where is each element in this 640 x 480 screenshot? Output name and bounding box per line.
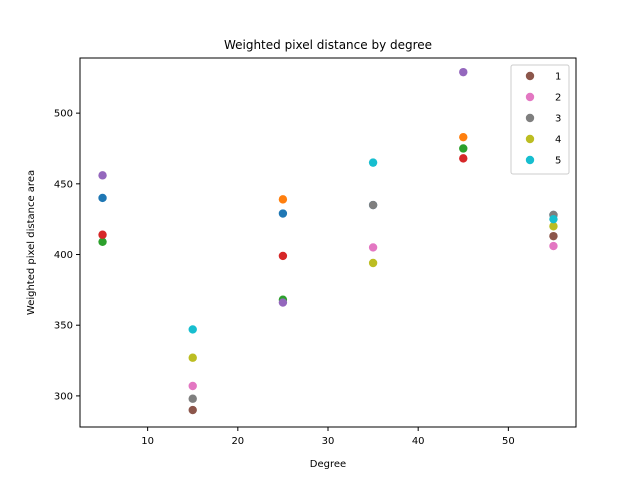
x-tick-label: 50: [502, 436, 515, 447]
data-point: [188, 353, 197, 362]
data-point: [188, 381, 197, 391]
data-point: [459, 132, 468, 142]
data-point: [368, 158, 378, 167]
series-4: [98, 154, 468, 261]
y-tick-label: 300: [54, 391, 73, 402]
data-point: [549, 241, 558, 251]
data-point: [98, 193, 107, 203]
x-axis: 10 20 30 40 50: [141, 427, 515, 447]
y-tick-label: 400: [54, 250, 73, 261]
data-point: [278, 251, 288, 261]
data-point: [549, 231, 558, 241]
data-point: [98, 171, 107, 180]
data-point: [459, 154, 468, 163]
legend-marker: [525, 134, 535, 144]
data-point: [549, 222, 558, 231]
legend-label: 5: [555, 156, 561, 167]
series-6: [188, 231, 558, 415]
series-2: [278, 132, 468, 204]
legend-box: [510, 64, 570, 175]
legend-marker: [525, 92, 535, 102]
x-tick-label: 10: [141, 436, 154, 447]
legend-label: 1: [555, 72, 561, 83]
data-point: [368, 258, 378, 268]
x-tick-label: 40: [412, 436, 425, 447]
data-point: [98, 237, 107, 246]
series-10: [188, 158, 558, 334]
data-point: [459, 144, 468, 153]
data-point: [278, 209, 288, 218]
y-axis: 300 350 400 450 500: [54, 109, 80, 402]
data-point: [549, 214, 558, 224]
y-tick-label: 450: [54, 179, 73, 190]
data-point: [188, 394, 197, 403]
chart-title: Weighted pixel distance by degree: [224, 38, 432, 52]
data-point: [368, 243, 378, 252]
legend-label: 2: [555, 93, 561, 104]
y-tick-label: 500: [54, 109, 73, 120]
legend-label: 3: [555, 114, 561, 125]
data-point: [188, 325, 197, 334]
x-axis-label: Degree: [310, 459, 346, 470]
series-5: [98, 67, 468, 307]
legend-marker: [525, 71, 535, 81]
data-point: [278, 195, 288, 204]
x-tick-label: 20: [231, 436, 244, 447]
legend: 1 2 3 4 5: [510, 64, 570, 175]
y-tick-label: 350: [54, 321, 73, 332]
legend-label: 4: [555, 135, 561, 146]
legend-marker: [525, 113, 535, 123]
plot-area: [98, 67, 558, 415]
series-9: [188, 222, 558, 362]
data-point: [98, 230, 107, 239]
series-7: [188, 241, 558, 391]
y-axis-label: Weighted pixel distance area: [26, 170, 37, 315]
data-point: [188, 405, 197, 415]
data-point: [278, 298, 288, 307]
legend-marker: [525, 155, 535, 165]
data-point: [459, 67, 468, 77]
data-point: [368, 200, 378, 210]
x-tick-label: 30: [322, 436, 335, 447]
